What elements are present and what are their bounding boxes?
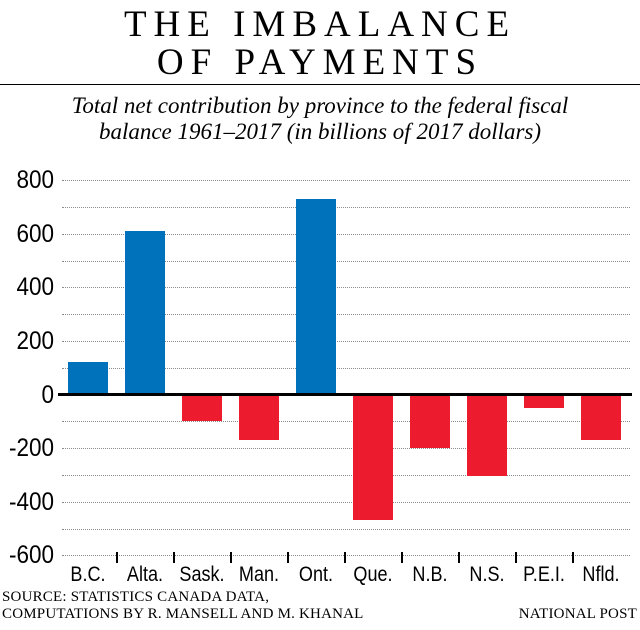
page-title: THE IMBALANCE OF PAYMENTS (0, 6, 640, 82)
zero-axis-line (58, 393, 632, 396)
y-axis-label: 0 (41, 380, 54, 409)
x-axis-tick (115, 552, 118, 563)
gridline (62, 421, 630, 423)
x-axis-label: N.S. (469, 563, 505, 586)
gridline (62, 260, 630, 262)
x-axis-label: Alta. (126, 563, 164, 586)
source-line-1: SOURCE: STATISTICS CANADA DATA, (2, 589, 270, 605)
y-axis-label: 800 (16, 166, 54, 195)
x-axis-label: N.B. (412, 563, 448, 586)
gridline (62, 314, 630, 316)
x-axis-label: B.C. (70, 563, 106, 586)
bar-que (353, 394, 393, 521)
gridline (62, 287, 630, 289)
gridline (62, 233, 630, 235)
bar-sask (182, 394, 222, 422)
x-axis-label: Sask. (179, 563, 225, 586)
title-line-2: OF PAYMENTS (156, 42, 484, 83)
gridline (62, 555, 630, 557)
bar-ns (467, 394, 507, 477)
gridline (62, 448, 630, 450)
y-axis-label: 600 (16, 219, 54, 248)
bar-man (239, 394, 279, 441)
x-axis-tick (286, 552, 289, 563)
x-axis-tick (457, 552, 460, 563)
x-axis-tick (571, 552, 574, 563)
y-axis-label: 200 (16, 326, 54, 355)
y-axis-label: -600 (8, 541, 55, 570)
gridline (62, 528, 630, 530)
chart-subtitle: Total net contribution by province to th… (0, 93, 640, 145)
x-axis-label: Nfld. (582, 563, 620, 586)
bar-bc (68, 362, 108, 395)
gridline (62, 474, 630, 476)
y-axis-label: 400 (16, 273, 54, 302)
bar-chart: 800 600 400 200 0 -200 -400 -600 B.C. Alta. Sask. M… (0, 166, 640, 588)
bar-ont (296, 198, 336, 395)
source-note: SOURCE: STATISTICS CANADA DATA, COMPUTATI… (2, 589, 364, 622)
chart-footer: SOURCE: STATISTICS CANADA DATA, COMPUTATI… (2, 589, 637, 622)
bar-nfld (581, 394, 621, 441)
bar-pei (524, 394, 564, 408)
x-axis-tick (514, 552, 517, 563)
x-axis-tick (229, 552, 232, 563)
x-axis-tick (400, 552, 403, 563)
gridline (62, 180, 630, 182)
bar-alta (125, 231, 165, 395)
title-line-1: THE IMBALANCE (123, 4, 517, 45)
subtitle-line-2: balance 1961–2017 (in billions of 2017 d… (98, 119, 542, 144)
title-divider (0, 84, 640, 85)
gridline (62, 206, 630, 208)
x-axis-label: Que. (353, 563, 393, 586)
y-axis-label: -400 (8, 487, 55, 516)
subtitle-line-1: Total net contribution by province to th… (71, 93, 569, 118)
gridline (62, 501, 630, 503)
publisher-credit: NATIONAL POST (518, 605, 637, 622)
x-axis-tick (343, 552, 346, 563)
y-axis-label: -200 (8, 434, 55, 463)
source-line-2: COMPUTATIONS BY R. MANSELL AND M. KHANAL (2, 605, 364, 622)
x-axis-label: P.E.I. (523, 563, 565, 586)
x-axis-tick (172, 552, 175, 563)
x-axis-label: Man. (238, 563, 280, 586)
x-axis-label: Ont. (298, 563, 334, 586)
gridline (62, 367, 630, 369)
gridline (62, 340, 630, 342)
bar-nb (410, 394, 450, 449)
